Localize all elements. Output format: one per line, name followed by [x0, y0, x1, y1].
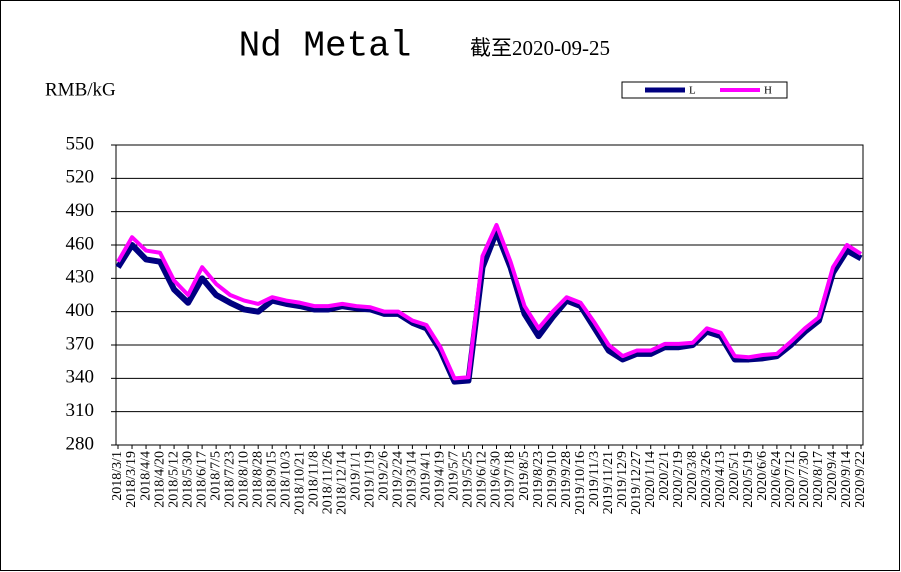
legend-label: L — [689, 85, 696, 97]
y-tick-label: 310 — [66, 400, 95, 421]
x-tick-label: 2018/3/1 — [110, 451, 125, 501]
x-tick-label: 2018/6/17 — [194, 451, 209, 508]
legend — [621, 81, 788, 99]
x-tick-label: 2020/7/30 — [797, 451, 812, 508]
x-tick-label: 2019/2/6 — [377, 451, 392, 501]
legend-label: H — [764, 85, 772, 97]
x-tick-label: 2019/5/25 — [461, 451, 476, 508]
y-tick-label: 460 — [66, 233, 95, 254]
x-tick-label: 2019/6/12 — [475, 451, 490, 508]
x-tick-label: 2019/11/3 — [587, 451, 602, 507]
x-tick-label: 2020/6/6 — [755, 451, 770, 501]
x-tick-label: 2019/4/1 — [419, 451, 434, 501]
x-tick-label: 2019/10/16 — [573, 451, 588, 515]
x-tick-label: 2019/1/19 — [363, 451, 378, 508]
x-tick-label: 2018/11/8 — [306, 451, 321, 507]
x-tick-label: 2019/8/23 — [531, 451, 546, 508]
x-tick-label: 2018/3/19 — [124, 451, 139, 508]
x-tick-label: 2020/5/19 — [741, 451, 756, 508]
x-tick-label: 2020/3/26 — [699, 451, 714, 508]
x-tick-label: 2020/9/14 — [839, 451, 854, 508]
x-tick-label: 2019/12/9 — [615, 451, 630, 508]
x-tick-label: 2018/7/5 — [208, 451, 223, 501]
x-tick-label: 2020/3/8 — [685, 451, 700, 501]
x-tick-label: 2019/9/10 — [545, 451, 560, 508]
x-tick-label: 2018/11/26 — [321, 451, 336, 514]
chart-title: Nd Metal — [239, 26, 412, 67]
x-tick-label: 2018/10/3 — [278, 451, 293, 508]
y-tick-label: 520 — [66, 167, 95, 188]
plot-area — [115, 144, 864, 446]
x-tick-label: 2018/9/15 — [264, 451, 279, 508]
x-tick-label: 2019/11/21 — [601, 451, 616, 514]
x-tick-label: 2018/4/4 — [138, 451, 153, 501]
x-tick-label: 2018/12/14 — [335, 451, 350, 515]
x-tick-label: 2020/5/1 — [727, 451, 742, 501]
x-tick-label: 2020/8/17 — [811, 451, 826, 508]
x-tick-label: 2019/3/14 — [405, 451, 420, 508]
x-tick-label: 2019/4/19 — [433, 451, 448, 508]
x-tick-label: 2020/1/14 — [643, 451, 658, 508]
x-tick-label: 2018/7/23 — [222, 451, 237, 508]
y-tick-label: 280 — [66, 433, 95, 454]
x-tick-label: 2019/5/7 — [447, 451, 462, 501]
chart-subtitle: 截至2020-09-25 — [470, 36, 610, 60]
x-tick-label: 2018/5/30 — [180, 451, 195, 508]
y-tick-label: 550 — [66, 133, 95, 154]
y-tick-label: 490 — [66, 200, 95, 221]
series-line — [116, 223, 863, 381]
x-tick-label: 2019/9/28 — [559, 451, 574, 508]
series-line — [115, 228, 863, 385]
x-tick-label: 2019/12/27 — [629, 451, 644, 515]
x-tick-label: 2020/2/19 — [671, 451, 686, 508]
x-tick-label: 2018/4/20 — [152, 451, 167, 508]
x-tick-label: 2020/7/12 — [783, 451, 798, 508]
x-tick-label: 2018/8/10 — [236, 451, 251, 508]
x-tick-label: 2019/7/18 — [503, 451, 518, 508]
x-tick-label: 2019/8/5 — [517, 451, 532, 501]
x-tick-label: 2018/5/12 — [166, 451, 181, 508]
x-tick-label: 2020/6/24 — [769, 451, 784, 508]
y-tick-label: 400 — [66, 300, 95, 321]
x-tick-label: 2020/4/13 — [713, 451, 728, 508]
x-tick-label: 2019/2/24 — [391, 451, 406, 508]
x-tick-label: 2019/6/30 — [489, 451, 504, 508]
x-tick-label: 2018/8/28 — [250, 451, 265, 508]
y-tick-label: 430 — [66, 267, 95, 288]
x-tick-label: 2020/2/1 — [657, 451, 672, 501]
y-tick-label: 370 — [66, 333, 95, 354]
x-tick-label: 2018/10/21 — [292, 451, 307, 515]
x-tick-label: 2020/9/4 — [825, 451, 840, 501]
x-tick-label: 2019/1/1 — [349, 451, 364, 501]
x-tick-label: 2020/9/22 — [853, 451, 868, 508]
y-axis-label: RMB/kG — [45, 79, 116, 100]
y-tick-label: 340 — [66, 367, 95, 388]
